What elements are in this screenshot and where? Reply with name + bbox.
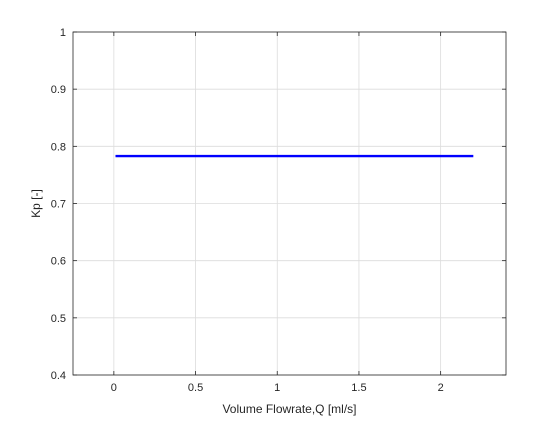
grid-lines bbox=[73, 31, 506, 376]
x-tick-label: 0 bbox=[111, 382, 117, 394]
x-tick-label: 1 bbox=[274, 382, 280, 394]
x-axis-label: Volume Flowrate,Q [ml/s] bbox=[222, 402, 356, 416]
y-tick-label: 0.6 bbox=[51, 256, 66, 268]
y-axis-ticks: 0.4 0.5 0.6 0.7 0.8 0.9 1 bbox=[51, 27, 506, 382]
y-tick-label: 1 bbox=[60, 27, 66, 39]
x-tick-label: 0.5 bbox=[188, 382, 203, 394]
y-tick-label: 0.5 bbox=[51, 313, 66, 325]
x-tick-label: 2 bbox=[438, 382, 444, 394]
y-axis-label: Kp [-] bbox=[29, 189, 43, 218]
y-tick-label: 0.8 bbox=[51, 141, 66, 153]
y-tick-label: 0.4 bbox=[51, 370, 66, 382]
y-tick-label: 0.9 bbox=[51, 84, 66, 96]
y-tick-label: 0.7 bbox=[51, 199, 66, 211]
x-axis-ticks: 0 0.5 1 1.5 2 bbox=[111, 32, 444, 394]
x-tick-label: 1.5 bbox=[351, 382, 366, 394]
